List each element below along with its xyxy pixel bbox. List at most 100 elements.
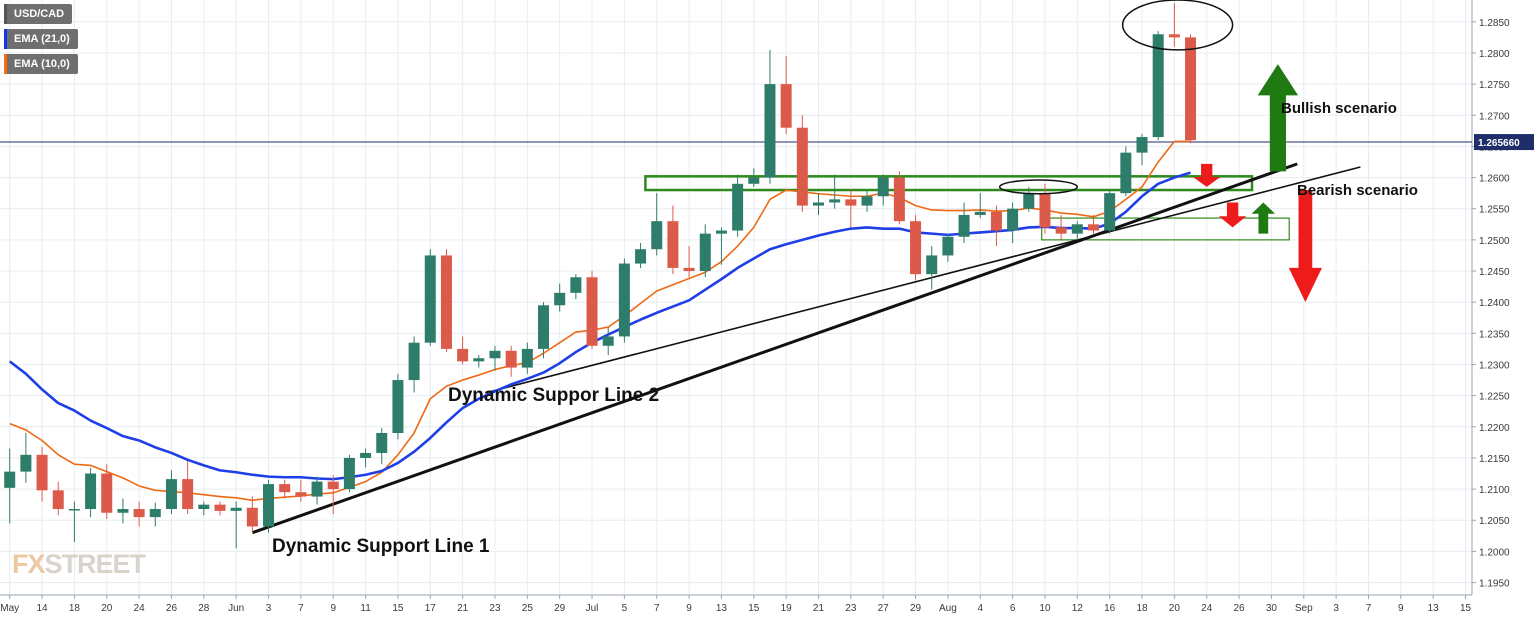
arrow-down-icon xyxy=(1218,202,1247,228)
dynamic-support-line-1 xyxy=(251,162,1298,535)
candle-body xyxy=(263,484,275,527)
candle-body xyxy=(68,509,80,511)
candle xyxy=(974,193,986,219)
candle-body xyxy=(1023,193,1035,209)
candle xyxy=(1039,183,1051,234)
candle-body xyxy=(893,177,905,222)
candle xyxy=(424,249,436,346)
x-tick-label: 24 xyxy=(134,603,146,614)
candle-body xyxy=(699,233,711,272)
candle-body xyxy=(877,177,889,197)
y-tick-label: 1.2150 xyxy=(1479,454,1510,465)
candle-body xyxy=(748,177,760,184)
x-tick-label: 24 xyxy=(1201,603,1213,614)
candle xyxy=(554,283,566,312)
candle-body xyxy=(214,504,226,511)
candle xyxy=(715,227,727,265)
y-tick-label: 1.2500 xyxy=(1479,236,1510,247)
candle-body xyxy=(910,221,922,275)
candle xyxy=(1136,133,1148,166)
candle xyxy=(699,224,711,278)
x-tick-label: 6 xyxy=(1010,603,1016,614)
candle xyxy=(1055,214,1067,240)
y-tick-label: 1.2100 xyxy=(1479,485,1510,496)
candle-body xyxy=(651,221,663,250)
legend-label-ema21: EMA (21,0) xyxy=(14,33,70,45)
legend-item-usdcad[interactable]: USD/CAD xyxy=(4,4,73,24)
candle xyxy=(1152,31,1164,141)
y-tick-label: 1.2750 xyxy=(1479,80,1510,91)
candle xyxy=(764,49,776,184)
legend-label-ema10: EMA (10,0) xyxy=(14,58,70,70)
candle-body xyxy=(861,196,873,206)
chart-legend: USD/CAD EMA (21,0) EMA (10,0) xyxy=(4,4,78,79)
legend-item-ema21[interactable]: EMA (21,0) xyxy=(4,29,78,49)
candle-body xyxy=(667,221,679,268)
candle-body xyxy=(618,263,630,337)
candle-body xyxy=(1104,193,1116,231)
candle-body xyxy=(489,350,501,359)
x-tick-label: 29 xyxy=(554,603,566,614)
candle-body xyxy=(554,292,566,306)
candle xyxy=(133,501,145,527)
candle-body xyxy=(942,236,954,256)
candle xyxy=(230,501,242,549)
candle xyxy=(68,501,80,543)
x-tick-label: 7 xyxy=(298,603,304,614)
ema-10-line xyxy=(9,140,1191,502)
x-tick-label: 7 xyxy=(654,603,660,614)
candle-body xyxy=(1185,37,1197,141)
y-tick-label: 1.2450 xyxy=(1479,267,1510,278)
annotation-support-line-1: Dynamic Support Line 1 xyxy=(272,536,490,557)
x-tick-label: 18 xyxy=(69,603,81,614)
candle xyxy=(279,479,291,499)
candle xyxy=(748,168,760,187)
y-tick-label: 1.2400 xyxy=(1479,298,1510,309)
candle xyxy=(505,345,517,377)
candle-body xyxy=(230,507,242,511)
y-tick-label: 1.2800 xyxy=(1479,49,1510,60)
x-tick-label: 7 xyxy=(1366,603,1372,614)
legend-item-ema10[interactable]: EMA (10,0) xyxy=(4,54,78,74)
candle xyxy=(182,461,194,515)
support-resistance-zone xyxy=(644,175,1254,192)
candle xyxy=(1120,146,1132,197)
candle-body xyxy=(1152,34,1164,138)
x-tick-label: 29 xyxy=(910,603,922,614)
legend-swatch-usdcad xyxy=(4,4,7,24)
candle xyxy=(861,190,873,212)
x-tick-label: 14 xyxy=(36,603,48,614)
candle-body xyxy=(926,255,938,275)
candle xyxy=(440,249,452,353)
candle xyxy=(20,433,32,483)
y-tick-label: 1.2250 xyxy=(1479,392,1510,403)
candle xyxy=(910,214,922,281)
candle-body xyxy=(473,358,485,362)
candle xyxy=(812,193,824,215)
current-price-label-box xyxy=(1474,134,1534,151)
y-tick-label: 1.2350 xyxy=(1479,329,1510,340)
arrow-down-icon xyxy=(1192,163,1221,187)
y-tick-label: 1.2050 xyxy=(1479,516,1510,527)
candle xyxy=(246,496,258,533)
candle-body xyxy=(732,183,744,231)
x-tick-label: 11 xyxy=(360,603,371,614)
candle-body xyxy=(20,454,32,472)
x-tick-label: 12 xyxy=(1072,603,1084,614)
candle-body xyxy=(1007,208,1019,231)
candle-body xyxy=(538,305,550,349)
candle xyxy=(1104,190,1116,234)
x-tick-label: 3 xyxy=(266,603,272,614)
candle-body xyxy=(311,481,323,497)
candle-body xyxy=(635,249,647,264)
x-tick-label: 17 xyxy=(425,603,437,614)
x-tick-label: 13 xyxy=(716,603,728,614)
candle xyxy=(602,327,614,356)
candle-body xyxy=(1071,224,1083,234)
x-tick-label: 16 xyxy=(1104,603,1116,614)
x-tick-label: 23 xyxy=(489,603,501,614)
x-tick-label: 5 xyxy=(622,603,628,614)
candle-body xyxy=(149,509,161,518)
candle-body xyxy=(812,202,824,206)
